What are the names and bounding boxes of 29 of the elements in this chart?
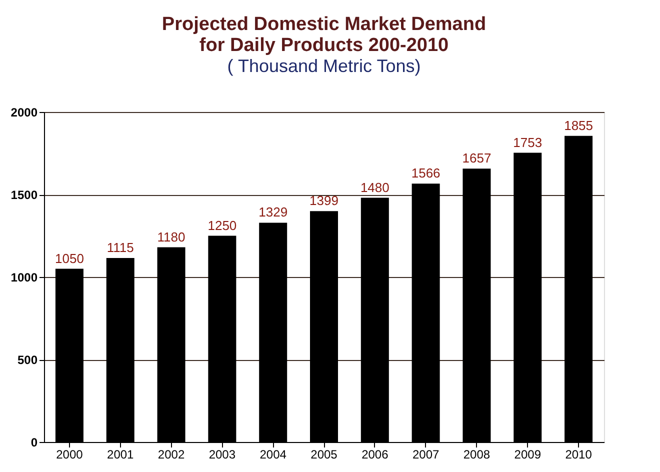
data-label: 1050: [54, 250, 84, 266]
data-label: 1753: [513, 134, 542, 150]
chart-subtitle: ( Thousand Metric Tons): [227, 56, 421, 76]
x-tick-label: 2000: [56, 448, 84, 462]
x-tick-label: 2006: [362, 448, 389, 462]
x-tick-label: 2003: [208, 448, 236, 462]
x-tick-label: 2010: [565, 448, 592, 462]
x-tick-label: 2002: [158, 448, 185, 462]
data-label: 1180: [157, 229, 186, 244]
y-tick-label: 1500: [10, 188, 38, 202]
x-tick-label: 2001: [107, 448, 134, 462]
data-label: 1399: [310, 193, 338, 208]
y-tick-label: 500: [17, 353, 38, 367]
y-tick-label: 2000: [10, 106, 38, 120]
chart-title: Projected Domestic Market Demand for Daily Products 200-2010: [162, 14, 486, 56]
x-tick-label: 2004: [260, 448, 287, 462]
x-tick-label: 2007: [412, 448, 440, 462]
x-tick-label: 2009: [514, 448, 542, 462]
x-tick-label: 2008: [463, 448, 490, 462]
x-tick-label: 2005: [310, 448, 338, 462]
data-label: 1855: [564, 118, 594, 133]
y-tick-label: 1000: [10, 270, 38, 284]
data-label: 1329: [258, 204, 288, 220]
data-label: 1480: [360, 180, 390, 195]
data-label: 1566: [411, 166, 440, 181]
data-label: 1657: [462, 150, 492, 166]
y-tick-label: 0: [30, 436, 38, 450]
data-label: 1250: [208, 218, 237, 233]
data-label: 1115: [106, 240, 134, 256]
